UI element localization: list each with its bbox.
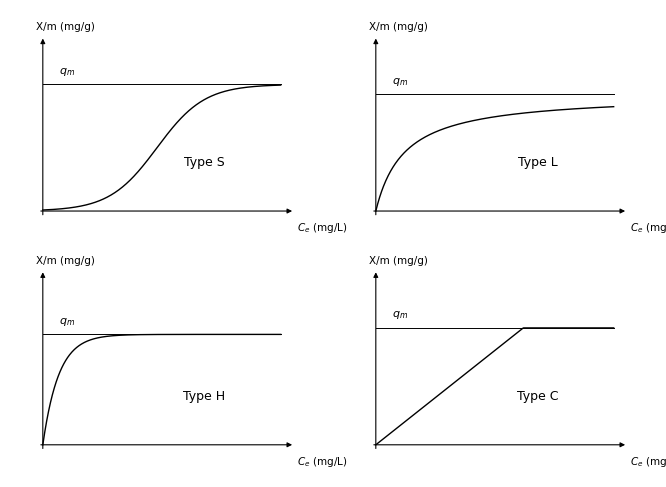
Text: $q_m$: $q_m$ bbox=[59, 316, 75, 328]
Text: $C_{e}$ (mg/L): $C_{e}$ (mg/L) bbox=[630, 221, 666, 235]
Text: X/m (mg/g): X/m (mg/g) bbox=[369, 256, 428, 266]
Text: X/m (mg/g): X/m (mg/g) bbox=[36, 256, 95, 266]
Text: $C_{e}$ (mg/L): $C_{e}$ (mg/L) bbox=[297, 221, 348, 235]
Text: $C_{e}$ (mg/L): $C_{e}$ (mg/L) bbox=[297, 454, 348, 468]
Text: Type S: Type S bbox=[184, 156, 225, 169]
Text: X/m (mg/g): X/m (mg/g) bbox=[36, 22, 95, 33]
Text: $q_m$: $q_m$ bbox=[392, 75, 408, 88]
Text: $q_m$: $q_m$ bbox=[392, 309, 408, 321]
Text: X/m (mg/g): X/m (mg/g) bbox=[369, 22, 428, 33]
Text: Type H: Type H bbox=[184, 390, 226, 403]
Text: $q_m$: $q_m$ bbox=[59, 66, 75, 78]
Text: Type L: Type L bbox=[517, 156, 557, 169]
Text: $C_{e}$ (mg/L): $C_{e}$ (mg/L) bbox=[630, 454, 666, 468]
Text: Type C: Type C bbox=[517, 390, 558, 403]
